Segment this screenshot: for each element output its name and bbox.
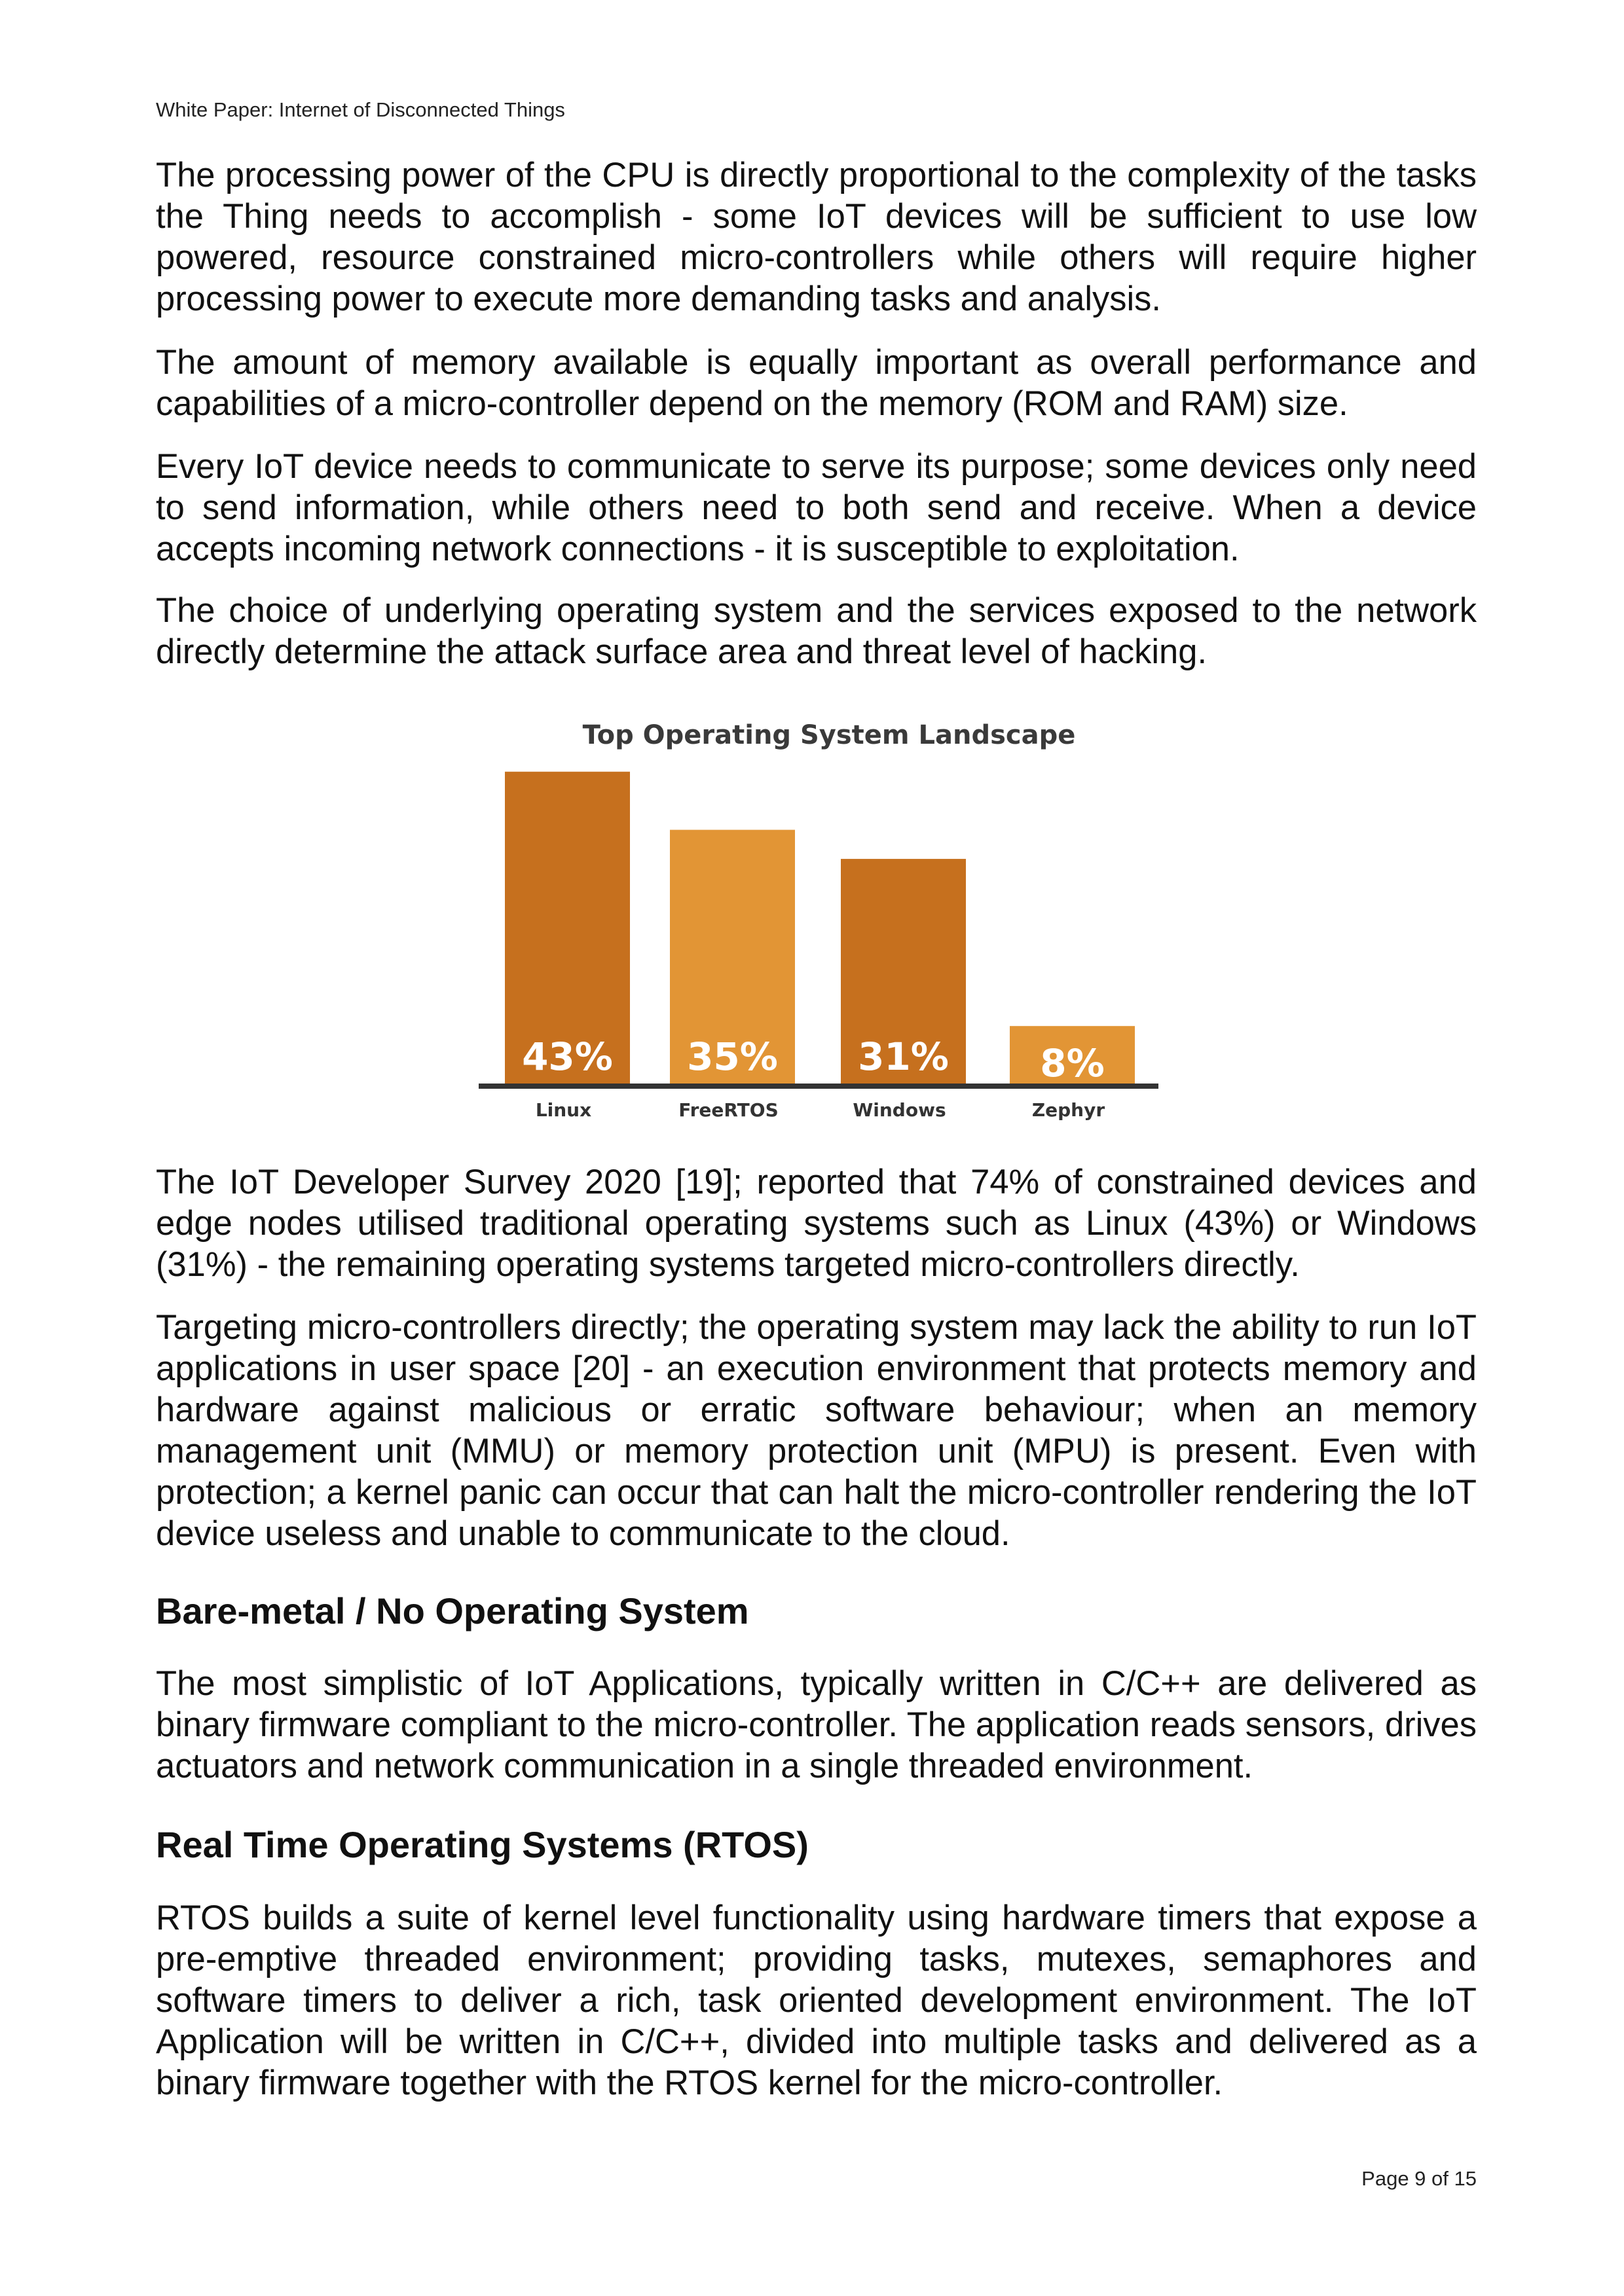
paragraph-cpu: The processing power of the CPU is direc… [156, 156, 1477, 318]
x-axis-line [479, 1084, 1158, 1089]
bar-zephyr [1010, 1026, 1135, 1084]
paragraph-bare-metal: The most simplistic of IoT Applications,… [156, 1664, 1477, 1785]
paragraph-os-choice: The choice of underlying operating syste… [156, 591, 1477, 671]
bar-windows [841, 858, 966, 1084]
x-tick-label: Zephyr [1032, 1099, 1105, 1121]
page-number: Page 9 of 15 [1361, 2167, 1477, 2190]
heading-bare-metal: Bare-metal / No Operating System [156, 1590, 749, 1631]
data-label: 8% [1040, 1041, 1104, 1085]
paragraph-micro-controllers: Targeting micro-controllers directly; th… [156, 1308, 1477, 1553]
paragraph-rtos: RTOS builds a suite of kernel level func… [156, 1899, 1477, 2102]
paragraph-memory: The amount of memory available is equall… [156, 343, 1477, 423]
chart-title: Top Operating System Landscape [583, 720, 1076, 750]
data-label: 43% [522, 1034, 613, 1079]
running-header: White Paper: Internet of Disconnected Th… [156, 98, 565, 121]
bar-linux [505, 771, 630, 1084]
paragraph-communication: Every IoT device needs to communicate to… [156, 447, 1477, 568]
data-label: 35% [687, 1034, 778, 1079]
x-tick-label: FreeRTOS [678, 1099, 779, 1121]
x-tick-label: Linux [536, 1099, 591, 1121]
data-label: 31% [858, 1034, 949, 1079]
heading-rtos: Real Time Operating Systems (RTOS) [156, 1824, 809, 1865]
x-tick-label: Windows [853, 1099, 946, 1121]
paragraph-survey: The IoT Developer Survey 2020 [19]; repo… [156, 1163, 1477, 1284]
bar-freertos [670, 829, 795, 1084]
